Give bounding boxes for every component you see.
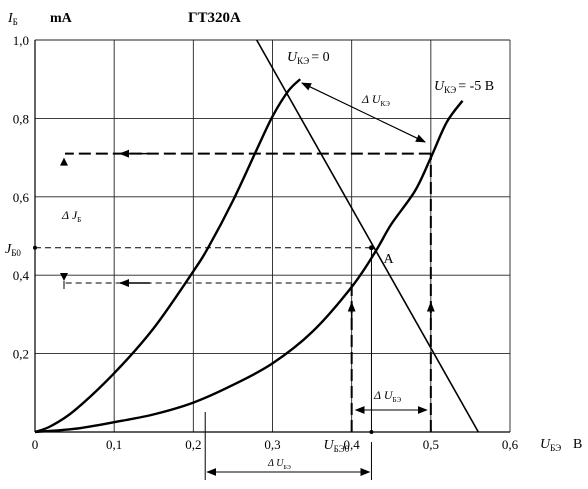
x-tick-label: 0 [32, 437, 39, 452]
labels: ГТ320А 0 0,1 0,2 0,3 0,4 0,5 0,6 0,2 0,4 0,6 0,8 1,… [5, 10, 582, 471]
y-tick-label: 0,4 [13, 268, 30, 283]
operating-point-marker [368, 245, 374, 251]
x-tick-label: 0,3 [264, 437, 280, 452]
y-tick-label: 0,8 [13, 111, 29, 126]
x-axis-unit: В [573, 437, 582, 452]
delta-ube-bottom-label: Δ UБЭ [267, 458, 291, 471]
chart-title: ГТ320А [188, 10, 241, 26]
series-label-uke-0: UКЭ = 0 [287, 50, 330, 66]
x-tick-label: 0,6 [502, 437, 519, 452]
series-label-uke-5: UКЭ = -5 В [434, 79, 494, 95]
construction-lines [33, 82, 435, 480]
operating-point-x-dot [369, 430, 374, 434]
operating-point-label: A [383, 252, 394, 267]
x-tick-label: 0,1 [106, 437, 122, 452]
y-tick-label: 0,6 [13, 190, 30, 205]
series-curves [34, 39, 480, 434]
load-line [255, 39, 480, 433]
operating-point-y-dot [33, 245, 37, 250]
operating-point-x-label: UБЭ0 [323, 438, 349, 454]
x-axis-label: UБЭ [540, 437, 561, 453]
operating-point-y-label: JБ0 [5, 242, 21, 258]
delta-ib-top-marker [60, 157, 68, 166]
delta-uke-label: Δ UКЭ [361, 92, 390, 108]
delta-ib-bottom-marker [60, 273, 68, 282]
x-tick-label: 0,2 [185, 437, 201, 452]
x-tick-label: 0,5 [423, 437, 439, 452]
y-axis-unit: mA [50, 11, 73, 26]
x-tick-label: 0,4 [344, 437, 361, 452]
y-tick-label: 0,2 [13, 347, 29, 362]
delta-uke-arrow-left [301, 82, 426, 143]
delta-ib-label: Δ JБ [61, 208, 81, 224]
delta-ube-label: Δ UБЭ [373, 388, 402, 404]
y-tick-label: 1,0 [13, 33, 29, 48]
series-curve-0 [34, 78, 302, 434]
y-axis-label: IБ [7, 11, 18, 27]
grid [34, 39, 511, 433]
series-curve-1 [34, 100, 464, 434]
